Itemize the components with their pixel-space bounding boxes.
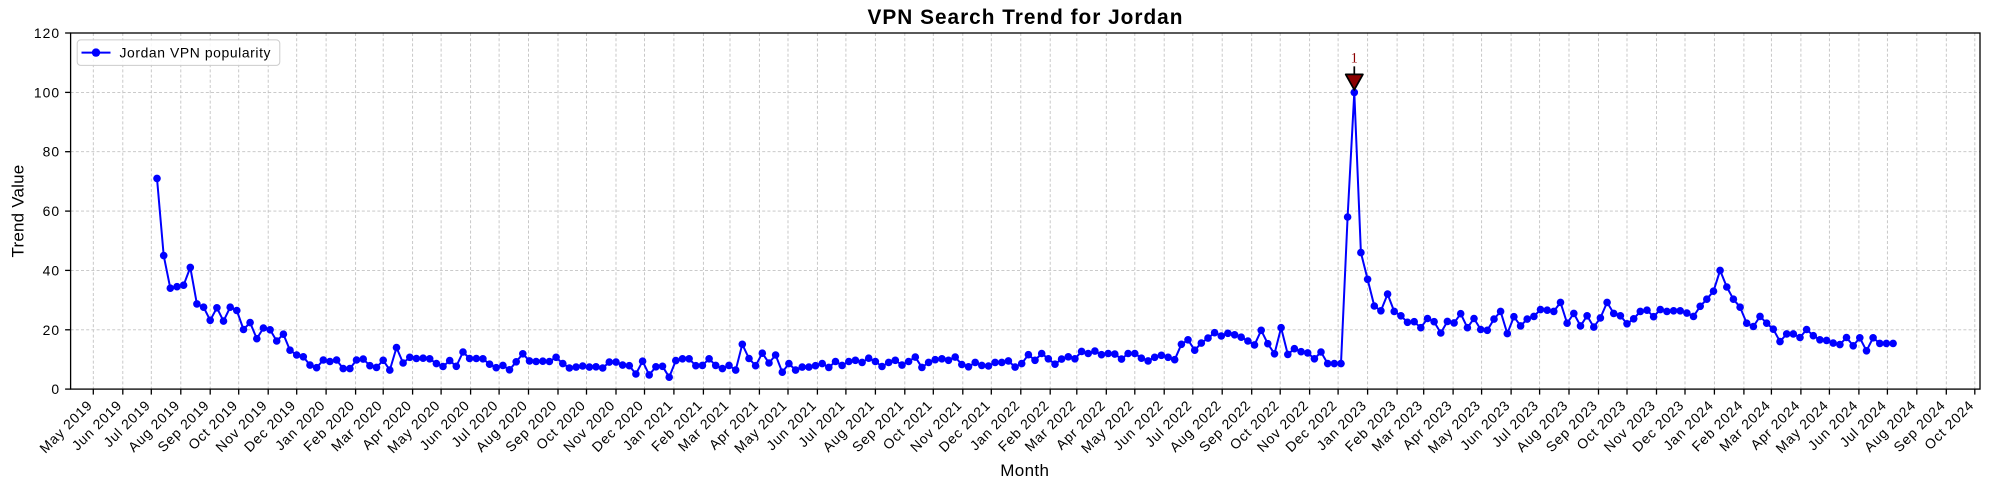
svg-text:40: 40 [43,262,60,278]
svg-text:Month: Month [1000,461,1049,480]
svg-text:60: 60 [43,203,60,219]
svg-text:0: 0 [51,381,60,397]
svg-text:120: 120 [34,25,60,41]
svg-text:Trend Value: Trend Value [9,165,28,258]
svg-text:20: 20 [43,322,60,338]
svg-text:100: 100 [34,84,60,100]
svg-text:80: 80 [43,144,60,160]
svg-text:Jordan VPN popularity: Jordan VPN popularity [120,44,272,60]
svg-text:VPN Search Trend for Jordan: VPN Search Trend for Jordan [868,6,1184,29]
svg-text:1: 1 [1351,50,1358,66]
